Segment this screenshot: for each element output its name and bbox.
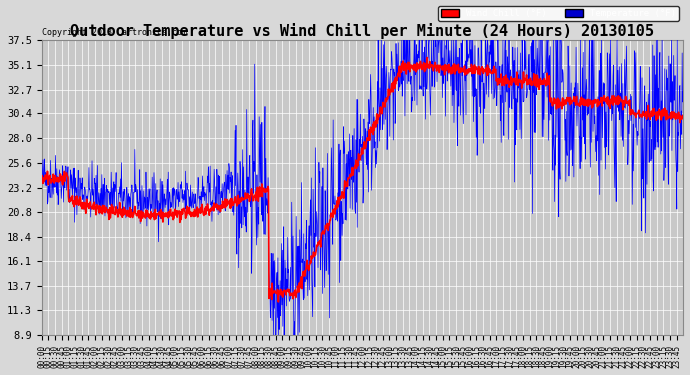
Legend: Wind Chill (°F), Temperature (°F): Wind Chill (°F), Temperature (°F) [438, 6, 678, 21]
Title: Outdoor Temperature vs Wind Chill per Minute (24 Hours) 20130105: Outdoor Temperature vs Wind Chill per Mi… [70, 23, 654, 39]
Text: Copyright 2013 Cartronics.com: Copyright 2013 Cartronics.com [41, 28, 187, 37]
